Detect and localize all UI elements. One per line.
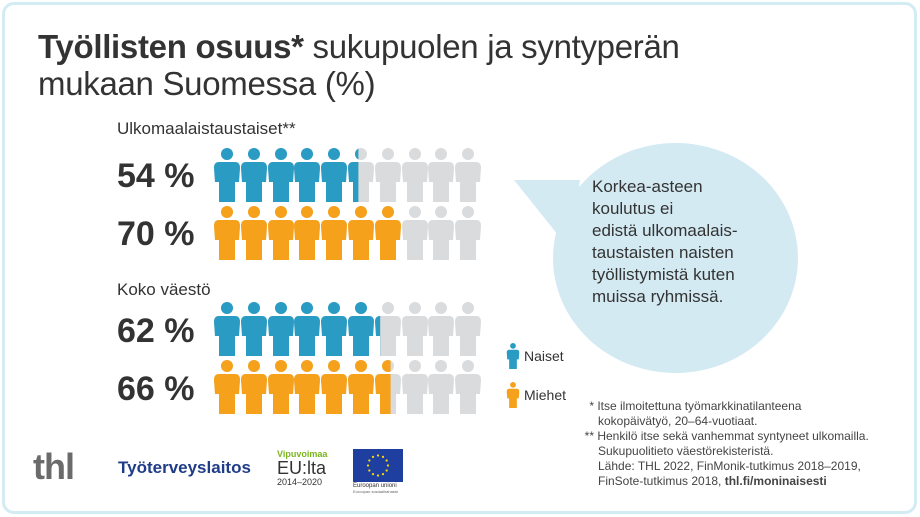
person-icon <box>401 360 428 414</box>
title-line2: mukaan Suomessa (%) <box>38 65 376 102</box>
chart-title: Työllisten osuus* sukupuolen ja syntyper… <box>38 28 680 102</box>
person-icon-women <box>506 343 520 369</box>
person-icon-men <box>506 382 520 408</box>
person-icon <box>321 148 348 202</box>
person-icon <box>267 148 294 202</box>
person-icon <box>294 148 321 202</box>
person-icon <box>294 360 321 414</box>
person-icon <box>401 148 428 202</box>
person-icon <box>374 206 401 260</box>
person-icon <box>401 302 428 356</box>
person-icon <box>214 302 240 356</box>
legend-label-women: Naiset <box>524 348 564 364</box>
pictogram-row-foreign-women <box>214 148 484 202</box>
section-label-foreign: Ulkomaalaistaustaiset** <box>117 119 296 138</box>
source: Lähde: THL 2022, FinMonik-tutkimus 2018–… <box>598 459 861 473</box>
person-icon <box>348 360 374 414</box>
legend-label-men: Miehet <box>524 387 567 403</box>
person-icon <box>428 206 455 260</box>
person-icon <box>374 302 401 356</box>
person-icon <box>455 360 482 414</box>
person-icon <box>348 148 374 202</box>
person-icon <box>294 302 321 356</box>
person-icon <box>214 148 240 202</box>
person-icon <box>267 302 294 356</box>
person-icon <box>428 302 455 356</box>
source-link[interactable]: thl.fi/moninaisesti <box>724 474 827 488</box>
person-icon <box>240 360 267 414</box>
person-icon <box>374 148 401 202</box>
person-icon <box>294 206 321 260</box>
person-icon <box>348 302 374 356</box>
pictogram-row-all-men <box>214 360 484 414</box>
bubble-text: Korkea-asteen koulutus ei edistä ulkomaa… <box>592 177 738 306</box>
tyoterveyslaitos-logo: Työterveyslaitos <box>118 458 251 477</box>
title-bold: Työllisten osuus* <box>38 28 304 65</box>
person-icon <box>321 360 348 414</box>
person-icon <box>267 206 294 260</box>
speech-bubble <box>553 143 798 373</box>
legend-men: Miehet <box>506 382 566 408</box>
pct-foreign-men: 70 % <box>117 215 195 253</box>
person-icon <box>321 302 348 356</box>
pct-all-men: 66 % <box>117 370 195 408</box>
vipuvoimaa-logo: Vipuvoimaa EU:lta 2014–2020 <box>277 449 328 487</box>
person-icon <box>267 360 294 414</box>
person-icon <box>321 206 348 260</box>
person-icon <box>455 302 482 356</box>
thl-logo: thl <box>33 446 75 487</box>
person-icon <box>455 148 482 202</box>
pct-foreign-women: 54 % <box>117 157 195 195</box>
pictogram-row-all-women <box>214 302 484 356</box>
person-icon <box>240 206 267 260</box>
footnotes: * Itse ilmoitettuna työmarkkinatilanteen… <box>580 399 869 489</box>
legend-women: Naiset <box>506 343 564 369</box>
person-icon <box>428 148 455 202</box>
eu-flag-icon <box>353 449 403 482</box>
person-icon <box>348 206 374 260</box>
person-icon <box>455 206 482 260</box>
person-icon <box>240 302 267 356</box>
title-rest: sukupuolen ja syntyperän <box>303 28 680 65</box>
person-icon <box>214 360 240 414</box>
footnote-1: * Itse ilmoitettuna työmarkkinatilanteen… <box>589 399 802 413</box>
eu-logo: Euroopan unioni Euroopan sosiaalirahasto <box>353 449 403 494</box>
person-icon <box>374 360 401 414</box>
section-label-all: Koko väestö <box>117 280 211 299</box>
pct-all-women: 62 % <box>117 312 195 350</box>
footnote-2: ** Henkilö itse sekä vanhemmat syntyneet… <box>584 429 869 443</box>
person-icon <box>428 360 455 414</box>
person-icon <box>214 206 240 260</box>
person-icon <box>240 148 267 202</box>
person-icon <box>401 206 428 260</box>
pictogram-row-foreign-men <box>214 206 484 260</box>
